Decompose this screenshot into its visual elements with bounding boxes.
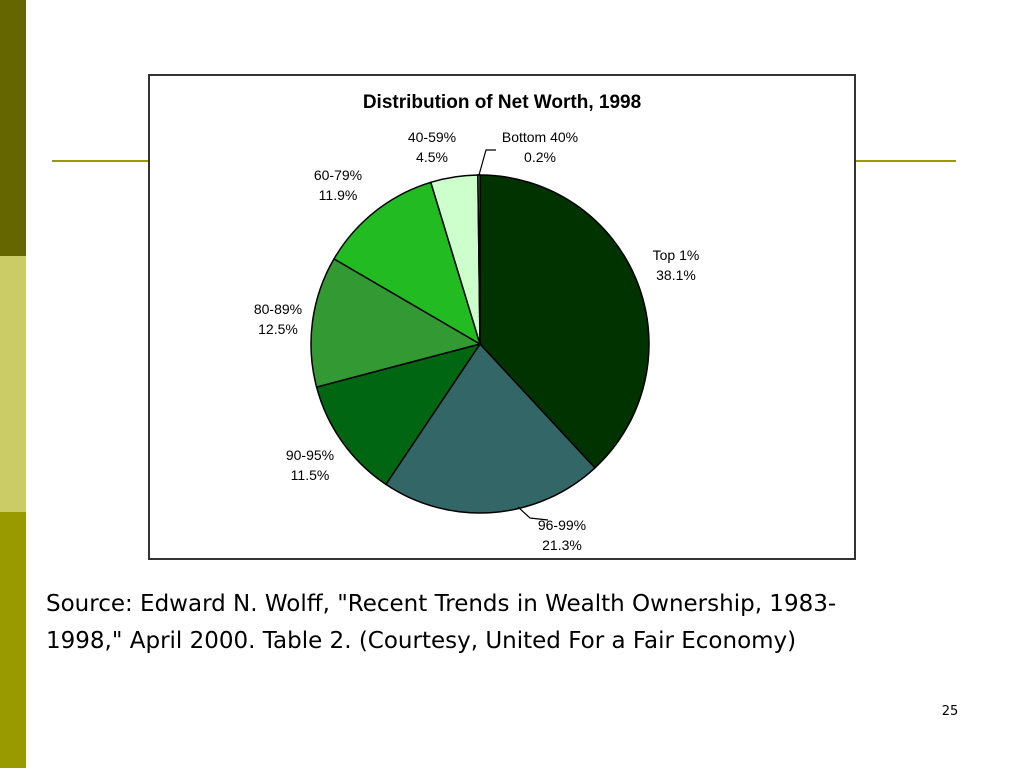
- pie-chart: Distribution of Net Worth, 1998 Top 1% 38…: [254, 92, 700, 553]
- title-rule-right: [856, 160, 956, 162]
- slice-label-90-95: 90-95% 11.5%: [286, 447, 334, 483]
- slice-label-96-99: 96-99% 21.3%: [538, 517, 586, 553]
- slice-label-60-79: 60-79% 11.9%: [314, 167, 362, 203]
- pie-chart-frame: Distribution of Net Worth, 1998 Top 1% 38…: [148, 74, 856, 560]
- slice-label-40-59: 40-59% 4.5%: [408, 129, 456, 165]
- slice-label-bottom-40: Bottom 40% 0.2%: [502, 129, 578, 165]
- pie-slice-80-89: [310, 257, 482, 388]
- leader-line: [517, 506, 549, 521]
- pie-slice-bottom-40: [477, 174, 481, 345]
- side-bar-dark: [0, 0, 26, 256]
- page-number: 25: [941, 704, 959, 719]
- side-bar-light: [0, 256, 26, 512]
- pie-slice-60-79: [332, 181, 482, 346]
- leader-line: [478, 149, 496, 176]
- source-caption: Source: Edward N. Wolff, "Recent Trends …: [46, 591, 837, 654]
- chart-title: Distribution of Net Worth, 1998: [363, 92, 641, 113]
- pie-slice-90-95: [315, 342, 482, 486]
- title-rule-left: [52, 160, 150, 162]
- pie-slice-top-1: [479, 174, 650, 469]
- side-bar-olive: [0, 512, 26, 768]
- slice-label-top-1: Top 1% 38.1%: [653, 247, 700, 283]
- pie-slice-96-99: [384, 342, 596, 514]
- slice-label-80-89: 80-89% 12.5%: [254, 301, 302, 337]
